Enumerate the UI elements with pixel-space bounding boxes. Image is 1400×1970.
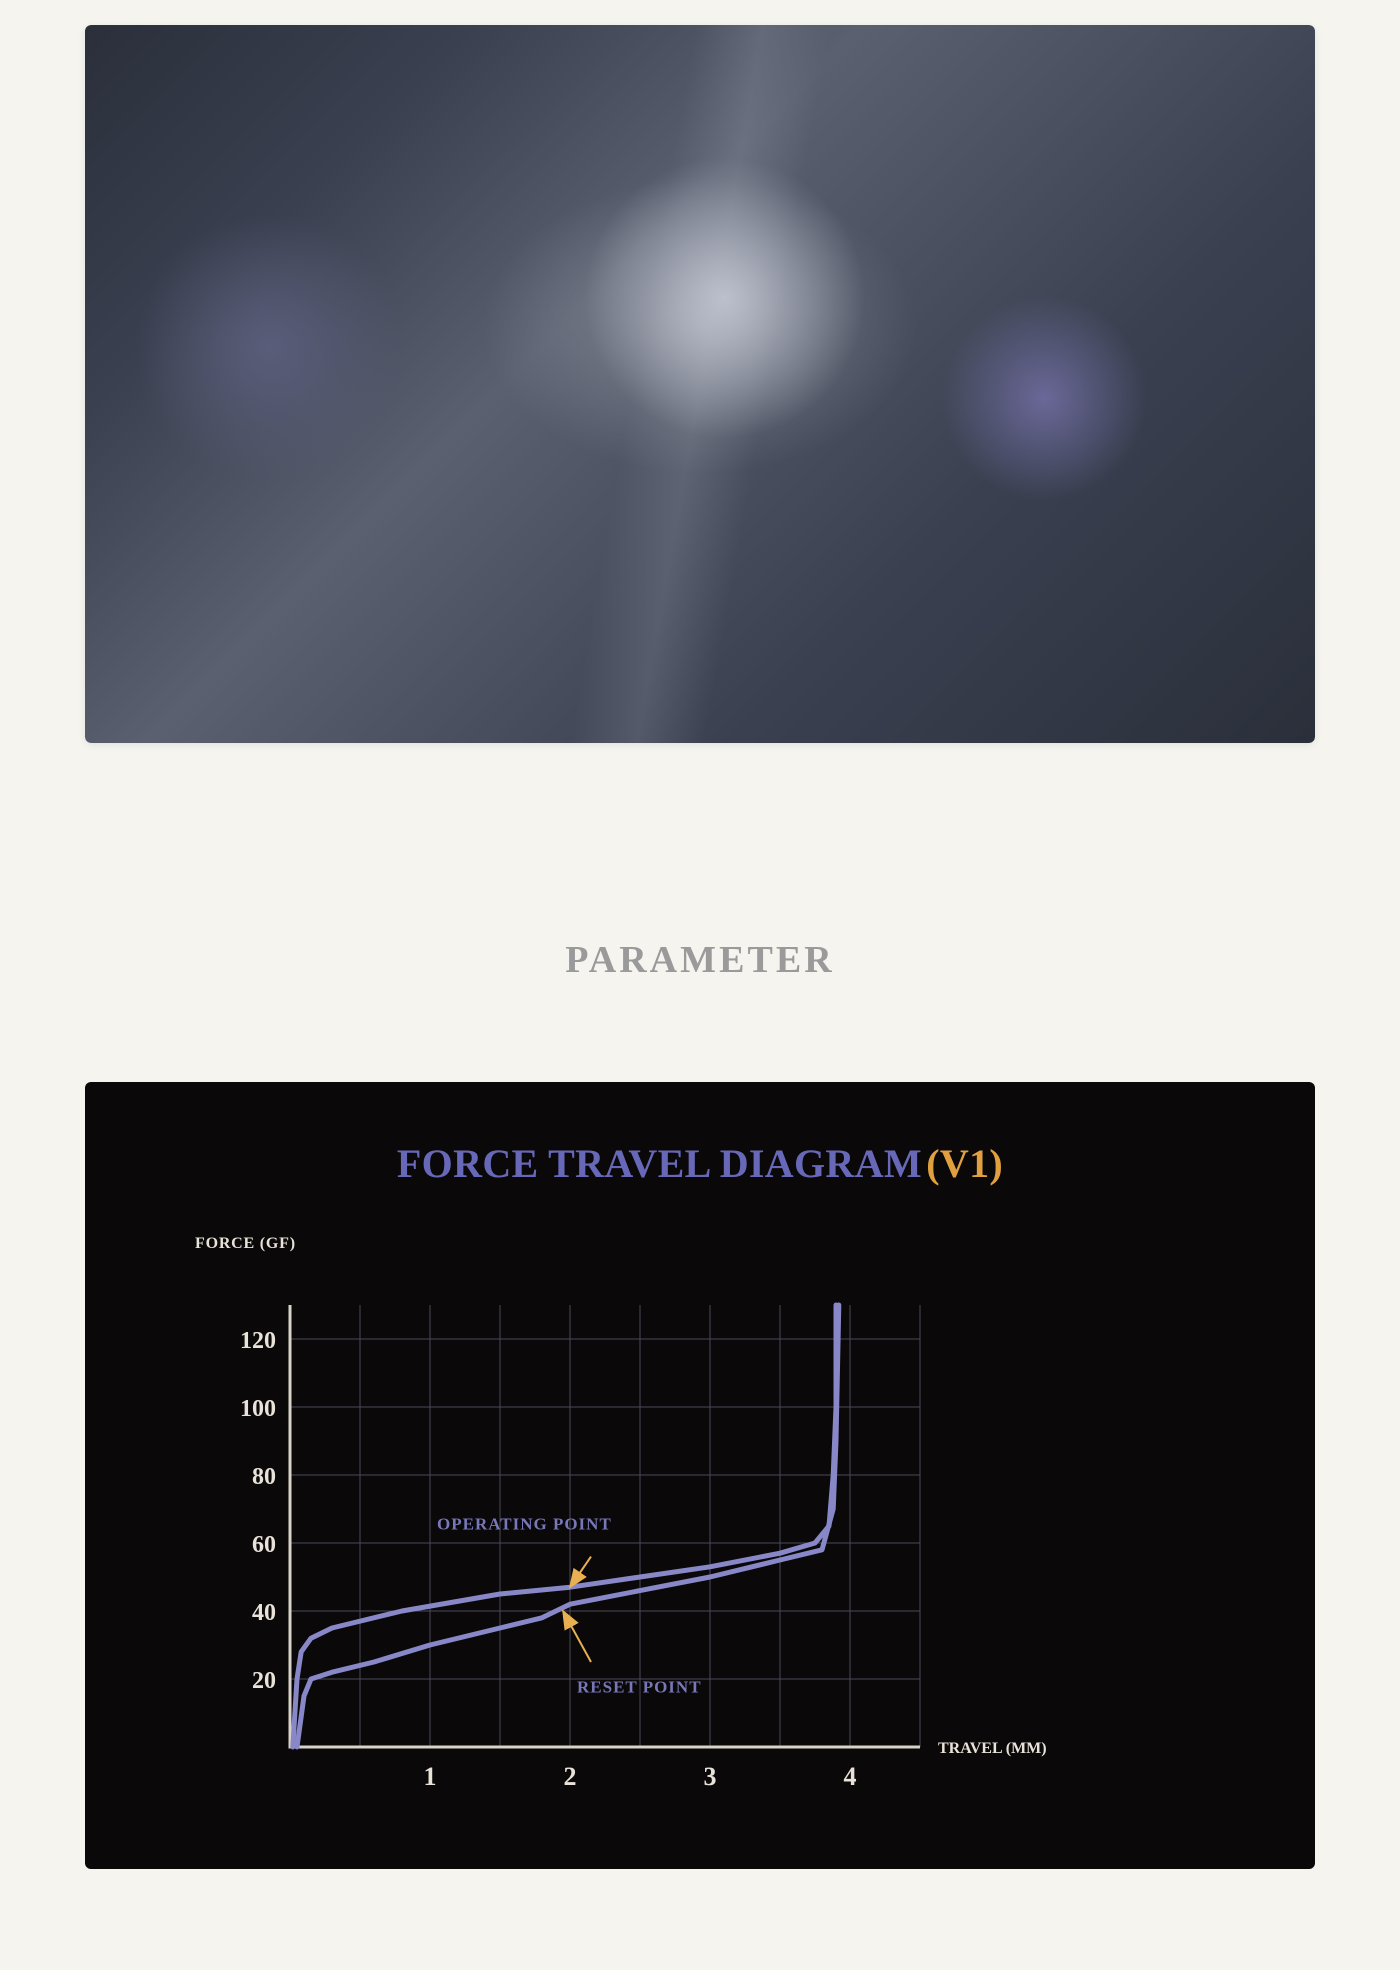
y-tick-label: 80 — [252, 1464, 276, 1490]
x-tick-label: 4 — [844, 1762, 857, 1791]
annotation-label-reset-point: RESET POINT — [577, 1678, 702, 1697]
section-heading-parameter: PARAMETER — [85, 938, 1315, 982]
chart-title: FORCE TRAVEL DIAGRAM (V1) — [133, 1140, 1267, 1187]
x-tick-label: 1 — [424, 1762, 437, 1791]
annotation-label-operating-point: OPERATING POINT — [437, 1514, 612, 1533]
x-axis-title: TRAVEL (MM) — [938, 1740, 1047, 1757]
y-axis-title: FORCE (GF) — [195, 1235, 296, 1253]
y-tick-label: 20 — [252, 1668, 276, 1694]
x-tick-label: 2 — [564, 1762, 577, 1791]
force-travel-chart-panel: FORCE TRAVEL DIAGRAM (V1) FORCE (GF) 20 4… — [85, 1082, 1315, 1869]
page-container: PARAMETER FORCE TRAVEL DIAGRAM (V1) FORC… — [0, 0, 1400, 1929]
annotation-arrow-reset-point — [563, 1611, 591, 1662]
chart-title-main: FORCE TRAVEL DIAGRAM — [397, 1141, 922, 1186]
y-tick-label: 60 — [252, 1532, 276, 1558]
force-travel-svg: 20 40 60 80 100 120 1 2 3 4 OPERATING POINT RESET P… — [195, 1265, 1190, 1807]
hero-photo — [85, 25, 1315, 743]
y-tick-label: 100 — [240, 1396, 276, 1422]
x-tick-label: 3 — [704, 1762, 717, 1791]
y-tick-label: 120 — [240, 1328, 276, 1354]
y-tick-label: 40 — [252, 1600, 276, 1626]
chart-plot-area: FORCE (GF) 20 40 60 80 100 120 1 2 3 4 OPERATING P… — [195, 1237, 1227, 1807]
chart-title-version: (V1) — [926, 1141, 1003, 1186]
hero-photo-frame — [85, 25, 1315, 743]
